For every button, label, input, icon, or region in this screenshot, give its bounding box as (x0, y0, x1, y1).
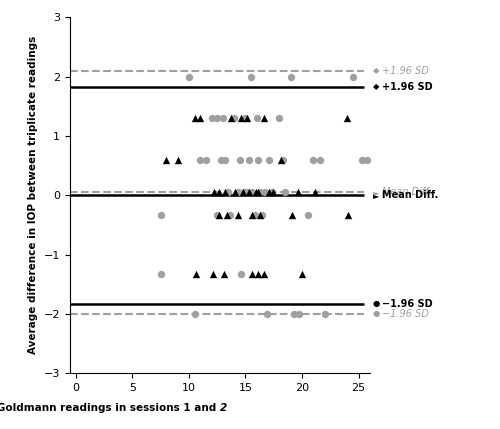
Point (256, 189, 264, 196)
Point (240, 189, 248, 196)
Point (276, 156, 284, 163)
Point (226, 211, 234, 218)
Point (185, 73, 193, 80)
Point (196, 115, 204, 121)
Point (230, 115, 238, 121)
Point (245, 189, 253, 196)
Point (221, 189, 229, 196)
Point (224, 189, 232, 196)
Text: Mean Diff.: Mean Diff. (382, 190, 439, 200)
Y-axis label: Average difference in IOP between triplicate readings: Average difference in IOP between tripli… (28, 36, 38, 354)
Point (288, 211, 296, 218)
Text: −1.96 SD: −1.96 SD (382, 299, 433, 309)
Text: ●: ● (372, 309, 380, 318)
Point (265, 156, 273, 163)
Text: 2: 2 (220, 403, 227, 413)
Point (294, 189, 302, 196)
Point (279, 156, 287, 163)
Point (224, 211, 232, 218)
Point (213, 115, 221, 121)
Text: +1.96 SD: +1.96 SD (382, 66, 430, 76)
Text: ◆: ◆ (372, 82, 379, 91)
Point (256, 211, 264, 218)
Text: ►: ► (372, 188, 379, 197)
Point (196, 156, 204, 163)
Point (190, 311, 198, 317)
Point (320, 311, 328, 317)
Point (248, 211, 256, 218)
Point (210, 189, 218, 196)
Point (202, 156, 210, 163)
Point (208, 271, 216, 278)
Point (254, 271, 262, 278)
Point (260, 189, 268, 196)
Point (174, 156, 182, 163)
Point (276, 115, 283, 121)
Point (316, 156, 324, 163)
Point (237, 271, 245, 278)
Point (268, 189, 276, 196)
Point (258, 211, 266, 218)
Point (232, 189, 239, 196)
Point (219, 115, 227, 121)
Point (298, 271, 306, 278)
Point (358, 156, 366, 163)
Point (234, 211, 241, 218)
Point (236, 156, 244, 163)
Point (265, 189, 273, 196)
Point (250, 211, 258, 218)
Text: +1.96 SD: +1.96 SD (382, 82, 433, 92)
Text: Mean Diff.: Mean Diff. (382, 187, 432, 197)
Point (268, 189, 276, 196)
Point (156, 271, 164, 278)
Point (254, 189, 262, 196)
Point (234, 189, 241, 196)
Point (248, 271, 256, 278)
Point (216, 211, 224, 218)
Point (253, 115, 261, 121)
Point (242, 115, 250, 121)
Text: ►: ► (372, 191, 379, 199)
Point (310, 189, 318, 196)
Text: ◆: ◆ (372, 66, 379, 75)
Point (304, 211, 312, 218)
Text: Average of three Goldmann readings in sessions 1 and: Average of three Goldmann readings in se… (0, 403, 220, 413)
Point (227, 115, 235, 121)
Point (221, 156, 229, 163)
Point (237, 115, 245, 121)
Point (344, 211, 352, 218)
Point (247, 73, 255, 80)
Point (245, 156, 253, 163)
Point (263, 311, 271, 317)
Point (220, 271, 228, 278)
Point (242, 189, 250, 196)
Point (216, 156, 224, 163)
Point (252, 189, 260, 196)
Point (310, 156, 318, 163)
Point (362, 156, 370, 163)
Point (208, 115, 216, 121)
Point (290, 311, 298, 317)
Point (239, 189, 247, 196)
Point (294, 311, 302, 317)
Text: ●: ● (372, 299, 380, 308)
Point (260, 271, 268, 278)
Point (216, 189, 224, 196)
Point (248, 189, 256, 196)
Point (260, 115, 268, 121)
Point (344, 115, 351, 121)
Point (254, 156, 262, 163)
Point (242, 115, 250, 121)
Point (192, 271, 200, 278)
Point (349, 73, 357, 80)
Point (190, 115, 198, 121)
Point (213, 211, 221, 218)
Point (281, 189, 289, 196)
Text: −1.96 SD: −1.96 SD (382, 309, 430, 319)
Point (156, 211, 164, 218)
Point (287, 73, 295, 80)
Point (162, 156, 170, 163)
